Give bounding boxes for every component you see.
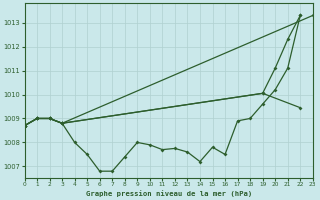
X-axis label: Graphe pression niveau de la mer (hPa): Graphe pression niveau de la mer (hPa) xyxy=(85,190,252,197)
